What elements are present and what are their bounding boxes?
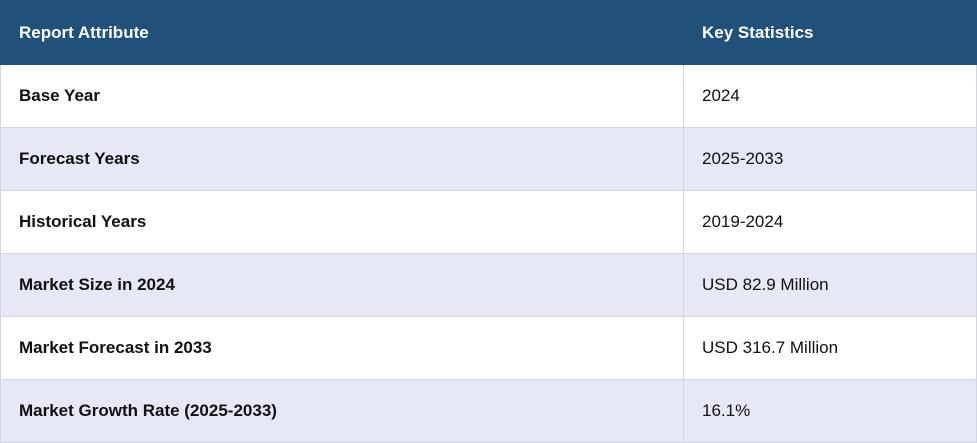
header-row: Report Attribute Key Statistics xyxy=(0,0,977,65)
header-cell: Key Statistics xyxy=(683,0,977,65)
attribute-cell: Market Growth Rate (2025-2033) xyxy=(0,379,684,443)
statistic-cell: USD 82.9 Million xyxy=(683,253,977,317)
table-header: Report Attribute Key Statistics xyxy=(0,0,977,65)
attribute-cell: Base Year xyxy=(0,64,684,128)
statistic-cell: 2025-2033 xyxy=(683,127,977,191)
attribute-cell: Market Forecast in 2033 xyxy=(0,316,684,380)
attribute-cell: Market Size in 2024 xyxy=(0,253,684,317)
table-row: Market Growth Rate (2025-2033) 16.1% xyxy=(0,379,977,443)
statistic-cell: 2019-2024 xyxy=(683,190,977,254)
attribute-cell: Historical Years xyxy=(0,190,684,254)
table-row: Forecast Years 2025-2033 xyxy=(0,127,977,191)
table-row: Base Year 2024 xyxy=(0,64,977,128)
table-row: Market Size in 2024 USD 82.9 Million xyxy=(0,253,977,317)
attribute-cell: Forecast Years xyxy=(0,127,684,191)
table-row: Market Forecast in 2033 USD 316.7 Million xyxy=(0,316,977,380)
statistic-cell: 2024 xyxy=(683,64,977,128)
table-body: Base Year 2024 Forecast Years 2025-2033 Hist… xyxy=(0,64,977,443)
header-cell: Report Attribute xyxy=(0,0,684,65)
statistic-cell: 16.1% xyxy=(683,379,977,443)
table-row: Historical Years 2019-2024 xyxy=(0,190,977,254)
statistic-cell: USD 316.7 Million xyxy=(683,316,977,380)
